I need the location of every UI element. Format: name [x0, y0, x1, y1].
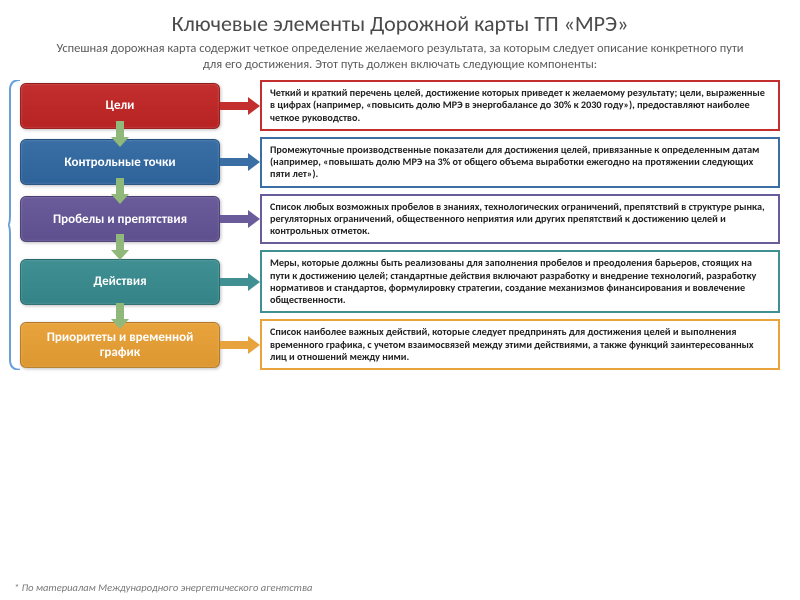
arrow-right-icon — [220, 210, 260, 228]
diagram-row: Контрольные точки Промежуточные производ… — [20, 137, 780, 188]
arrow-right-icon — [220, 153, 260, 171]
stage-desc-teal: Меры, которые должны быть реализованы дл… — [260, 250, 780, 313]
stage-desc-red: Четкий и краткий перечень целей, достиже… — [260, 80, 780, 131]
diagram-rows: Цели Четкий и краткий перечень целей, до… — [20, 80, 780, 370]
diagram-row: Пробелы и препятствия Список любых возмо… — [20, 194, 780, 245]
diagram-row: Приоритеты и временной график Список наи… — [20, 319, 780, 370]
stage-desc-blue: Промежуточные производственные показател… — [260, 137, 780, 188]
arrow-down-icon — [111, 178, 129, 209]
stage-box-teal: Действия — [20, 259, 220, 305]
diagram-row: Цели Четкий и краткий перечень целей, до… — [20, 80, 780, 131]
footnote: * По материалам Международного энергетич… — [14, 581, 312, 594]
arrow-down-icon — [111, 303, 129, 334]
diagram-row: Действия Меры, которые должны быть реали… — [20, 250, 780, 313]
stage-desc-purple: Список любых возможных пробелов в знания… — [260, 194, 780, 245]
stage-desc-orange: Список наиболее важных действий, которые… — [260, 319, 780, 370]
page-subtitle: Успешная дорожная карта содержит четкое … — [20, 41, 780, 72]
page-title: Ключевые элементы Дорожной карты ТП «МРЭ… — [20, 10, 780, 37]
arrow-right-icon — [220, 97, 260, 115]
arrow-down-icon — [111, 121, 129, 152]
arrow-right-icon — [220, 273, 260, 291]
arrow-right-icon — [220, 336, 260, 354]
arrow-down-icon — [111, 234, 129, 265]
